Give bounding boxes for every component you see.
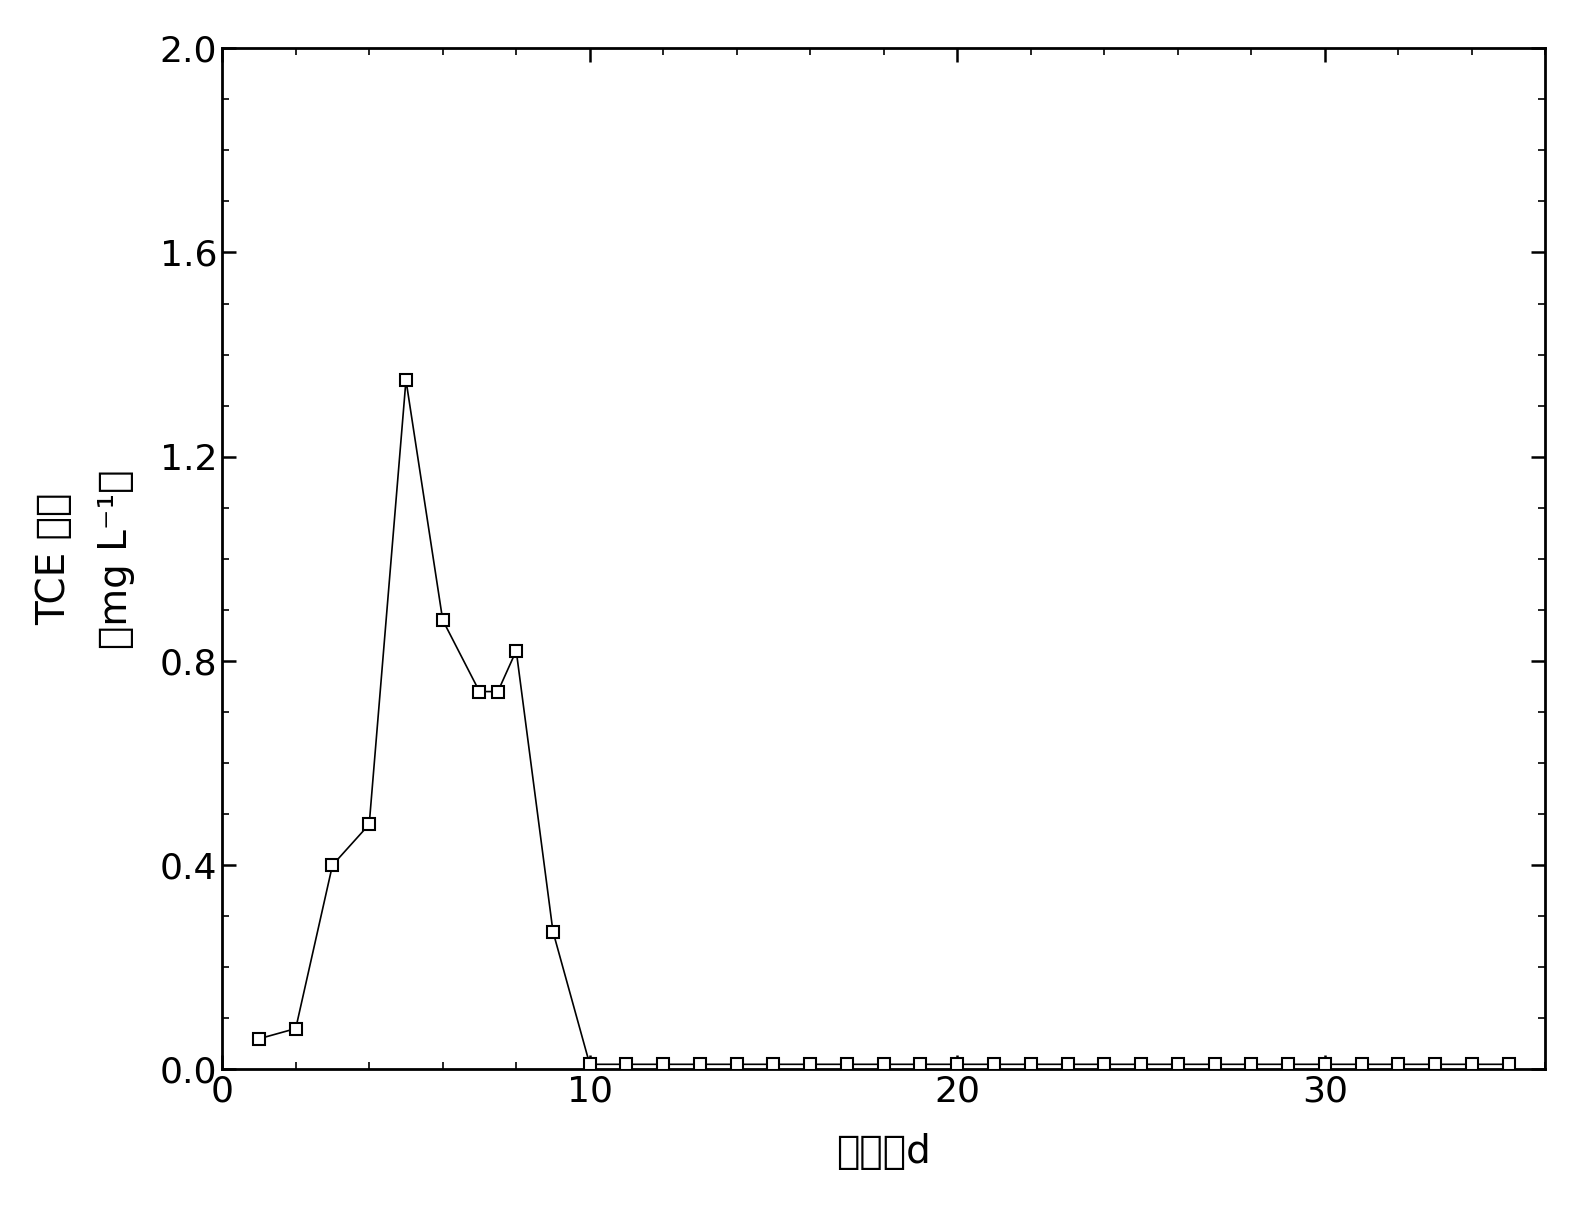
Y-axis label: TCE 浓度
（mg L⁻¹）: TCE 浓度 （mg L⁻¹） [35, 469, 134, 649]
X-axis label: 时间，d: 时间，d [836, 1134, 931, 1171]
